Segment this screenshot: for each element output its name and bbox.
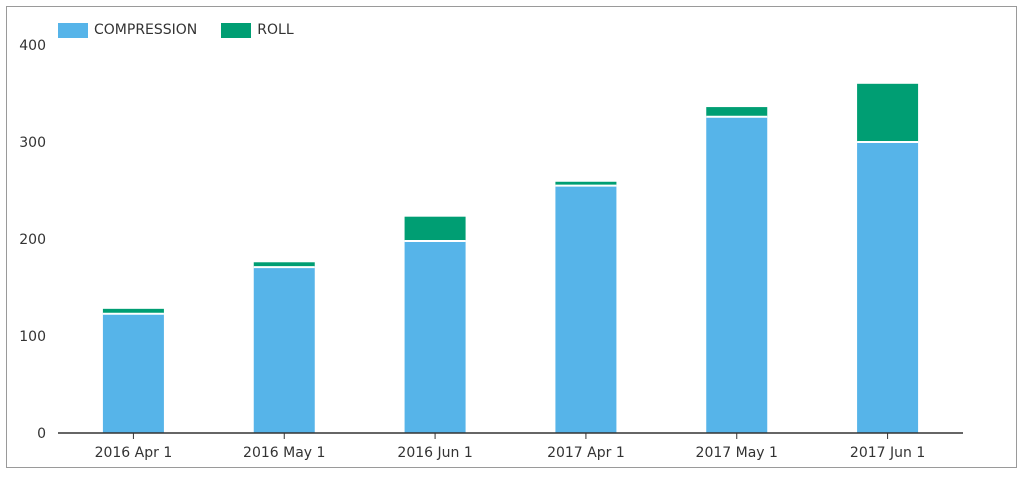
bar-compression <box>404 240 466 433</box>
bar-compression <box>857 142 919 433</box>
bar-compression <box>253 267 315 433</box>
legend-swatch-roll <box>221 22 252 38</box>
y-tick-label: 300 <box>19 135 46 151</box>
x-tick-label: 2017 Jun 1 <box>850 445 925 461</box>
bar-roll <box>404 216 466 241</box>
chart-frame <box>6 6 1017 468</box>
legend-label-roll: ROLL <box>257 22 294 38</box>
bar-compression <box>555 185 617 433</box>
bar-roll <box>253 262 315 268</box>
legend-label-compression: COMPRESSION <box>94 22 198 38</box>
legend-item-roll: ROLL <box>221 22 294 38</box>
x-tick-label: 2016 May 1 <box>243 445 325 461</box>
bar-roll <box>857 83 919 142</box>
x-tick-label: 2017 Apr 1 <box>547 445 625 461</box>
bar-roll <box>706 107 768 117</box>
bar-compression <box>102 313 164 433</box>
bar-roll <box>555 181 617 186</box>
bar-compression <box>706 116 768 433</box>
x-tick-label: 2016 Jun 1 <box>397 445 472 461</box>
y-tick-label: 0 <box>37 426 46 442</box>
legend-swatch-compression <box>58 22 88 38</box>
legend-item-compression: COMPRESSION <box>58 22 197 38</box>
x-tick-label: 2016 Apr 1 <box>95 445 173 461</box>
x-tick-label: 2017 May 1 <box>696 445 778 461</box>
y-tick-label: 100 <box>19 329 46 345</box>
legend: COMPRESSION ROLL <box>58 20 294 40</box>
y-tick-label: 400 <box>19 38 46 54</box>
y-tick-label: 200 <box>19 232 46 248</box>
bar-roll <box>102 308 164 314</box>
